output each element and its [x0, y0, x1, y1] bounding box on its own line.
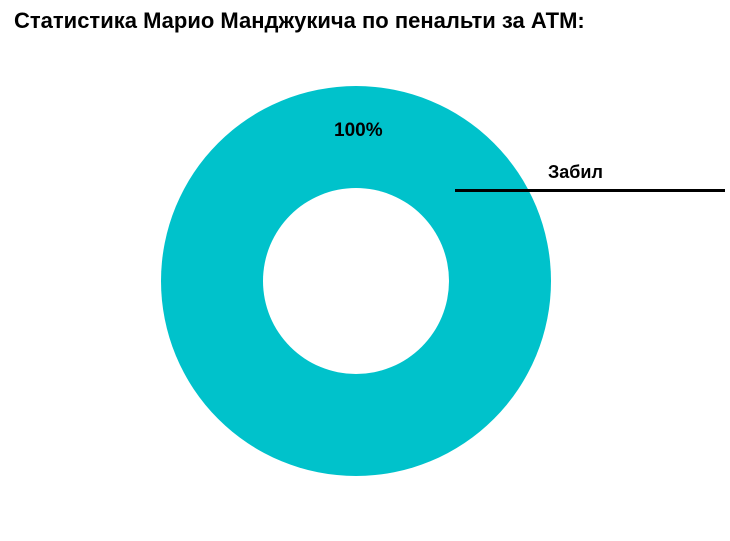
slice-percentage-label: 100% [334, 120, 383, 141]
chart-title: Статистика Марио Манджукича по пенальти … [14, 8, 585, 33]
donut-hole [263, 188, 449, 374]
leader-line [455, 189, 725, 192]
donut-ring [161, 86, 551, 476]
slice-name-label: Забил [548, 162, 603, 182]
